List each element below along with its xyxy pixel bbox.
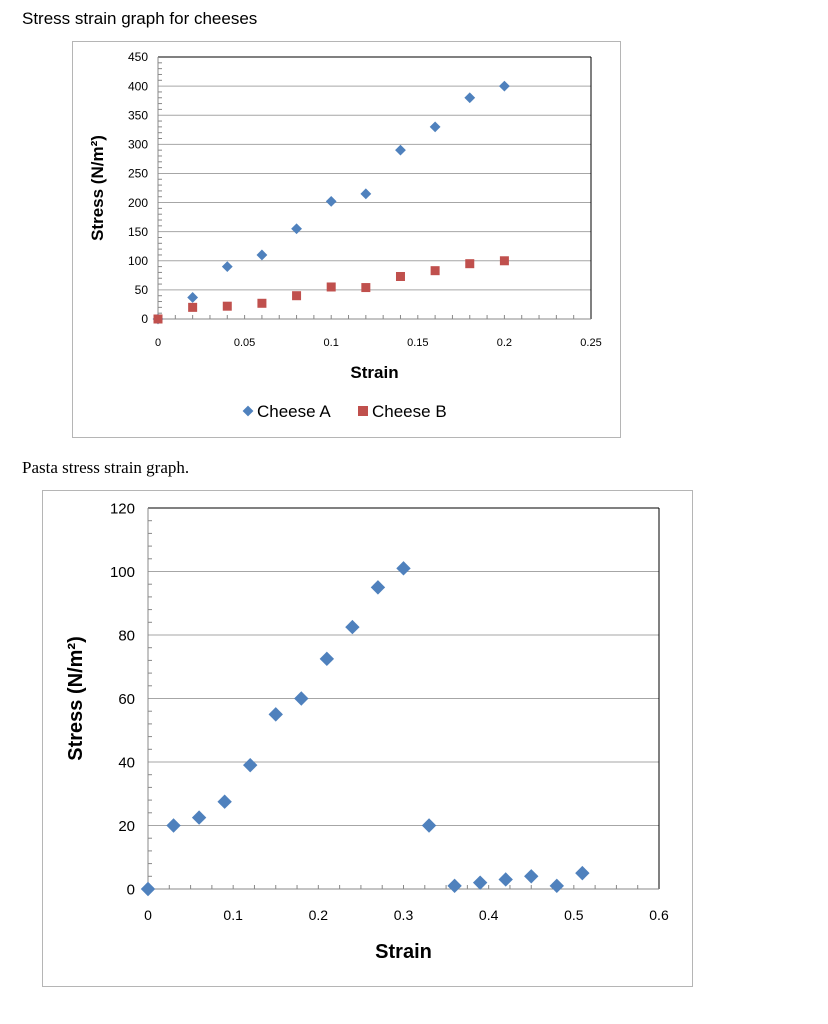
pasta-chart-title: Pasta stress strain graph. [22, 458, 190, 477]
cheese-series-1-point [465, 259, 475, 269]
pasta-y-tick-label: 100 [110, 564, 135, 581]
cheese-chart-title: Stress strain graph for cheeses [22, 9, 258, 28]
cheese-series-0-point [360, 188, 372, 200]
cheese-x-tick-label: 0.2 [497, 337, 512, 349]
cheese-series-0-point [325, 195, 337, 207]
pasta-series-0-point [319, 651, 335, 667]
cheese-series-1-point [153, 314, 163, 324]
cheese-chart-frame [72, 41, 621, 438]
pasta-series-0-point [498, 872, 513, 887]
cheese-y-tick-label: 350 [128, 108, 148, 122]
cheese-series-0-point [429, 121, 441, 133]
cheese-y-tick-label: 400 [128, 79, 148, 93]
cheese-series-1-point [257, 298, 267, 308]
pasta-series-0-point [140, 881, 156, 897]
pasta-x-axis-label: Strain [375, 941, 432, 963]
pasta-series-0-point [294, 691, 309, 706]
pasta-y-tick-label: 60 [118, 691, 135, 708]
pasta-series-0-point [575, 865, 590, 881]
pasta-y-axis-label: Stress (N/m²) [65, 636, 87, 760]
cheese-legend-marker-1 [358, 406, 368, 416]
pasta-y-tick-label: 40 [118, 754, 135, 771]
cheese-series-1-point [188, 302, 198, 312]
cheese-series-1-point [361, 283, 371, 293]
pasta-series-0-point [421, 818, 437, 833]
cheese-series-0-point [256, 249, 268, 261]
pasta-series-0-point [447, 878, 462, 894]
cheese-series-0-point [187, 292, 199, 303]
pasta-x-tick-label: 0 [144, 907, 152, 923]
pasta-series-0-point [345, 619, 360, 635]
cheese-x-tick-label: 0.15 [407, 337, 428, 349]
pasta-y-tick-label: 120 [110, 500, 135, 517]
cheese-series-1-point [499, 256, 509, 266]
pasta-y-tick-label: 20 [118, 818, 135, 835]
cheese-series-0-point [395, 144, 406, 156]
cheese-series-0-point [221, 261, 233, 272]
cheese-y-tick-label: 0 [141, 312, 148, 326]
cheese-y-tick-label: 100 [128, 254, 148, 268]
pasta-x-tick-label: 0.4 [479, 907, 499, 923]
cheese-series-0-point [291, 223, 302, 235]
pasta-series-0-point [268, 707, 283, 722]
pasta-y-tick-label: 0 [127, 881, 135, 898]
pasta-x-tick-label: 0.2 [309, 907, 329, 923]
cheese-legend-label: Cheese B [372, 402, 447, 421]
cheese-series-1-point [292, 291, 302, 301]
cheese-x-tick-label: 0 [155, 337, 161, 349]
pasta-series-0-point [191, 810, 207, 825]
cheese-x-axis-label: Strain [350, 363, 398, 382]
pasta-series-0-point [166, 818, 181, 833]
cheese-y-tick-label: 450 [128, 50, 148, 64]
cheese-y-tick-label: 300 [128, 138, 148, 152]
cheese-y-tick-label: 200 [128, 196, 148, 210]
cheese-series-0-point [499, 80, 510, 92]
cheese-x-tick-label: 0.25 [580, 337, 601, 349]
pasta-x-tick-label: 0.5 [564, 907, 584, 923]
pasta-series-0-point [396, 561, 411, 576]
pasta-x-tick-label: 0.3 [394, 907, 414, 923]
cheese-series-1-point [326, 282, 336, 292]
cheese-series-1-point [430, 266, 440, 276]
cheese-y-tick-label: 150 [128, 225, 148, 239]
cheese-y-axis-label: Stress (N/m²) [88, 135, 107, 241]
cheese-y-tick-label: 50 [135, 283, 149, 297]
pasta-x-tick-label: 0.6 [649, 907, 669, 923]
cheese-series-1-point [222, 301, 232, 311]
pasta-x-tick-label: 0.1 [223, 907, 243, 923]
pasta-series-0-point [217, 794, 232, 809]
cheese-x-tick-label: 0.05 [234, 337, 255, 349]
cheese-x-tick-label: 0.1 [324, 337, 339, 349]
pasta-y-tick-label: 80 [118, 627, 135, 644]
pasta-series-0-point [472, 875, 488, 890]
pasta-series-0-point [549, 878, 564, 894]
cheese-series-1-point [395, 271, 405, 281]
pasta-chart-frame [42, 490, 693, 987]
pasta-series-0-point [524, 869, 539, 884]
cheese-legend-marker-0 [242, 405, 254, 417]
pasta-series-0-point [243, 757, 258, 773]
cheese-series-0-point [464, 92, 476, 104]
cheese-y-tick-label: 250 [128, 167, 148, 181]
pasta-series-0-point [370, 580, 386, 595]
cheese-legend-label: Cheese A [257, 402, 331, 421]
